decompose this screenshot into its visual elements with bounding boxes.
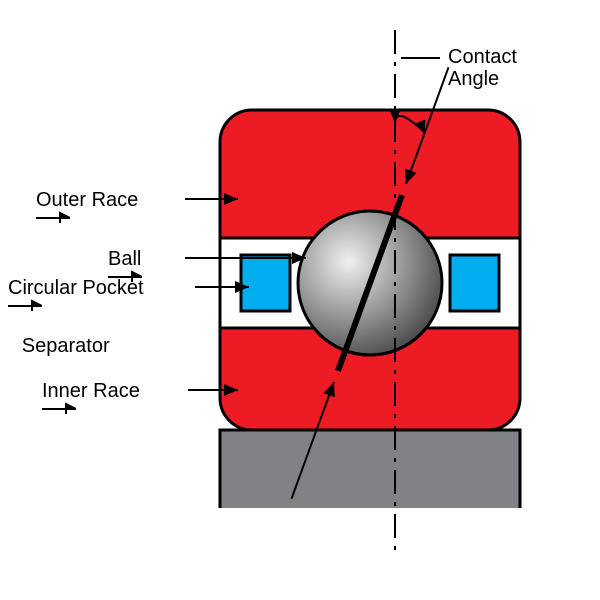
label-contact-angle: Contact Angle bbox=[448, 46, 517, 90]
label-inner-race: Inner Race bbox=[42, 380, 144, 416]
label-circular-pocket-separator: Circular Pocket Separator bbox=[8, 277, 148, 357]
label-outer-race: Outer Race bbox=[36, 189, 142, 225]
arrow-icon bbox=[42, 402, 144, 416]
arrow-icon bbox=[8, 299, 148, 313]
arrow-icon bbox=[36, 211, 142, 225]
